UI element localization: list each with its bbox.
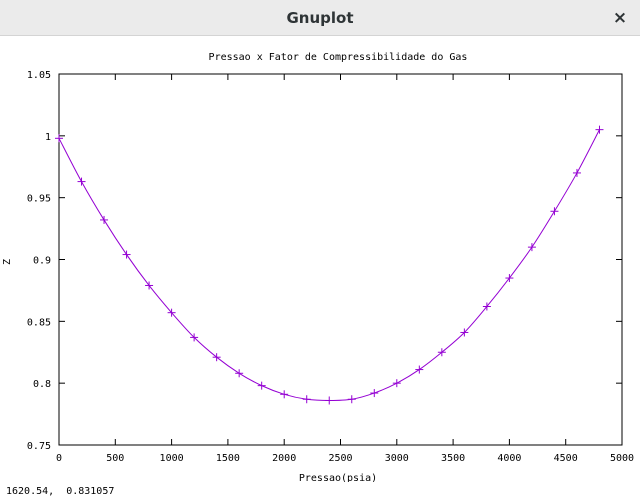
y-axis-label: Z xyxy=(2,259,13,265)
data-point-marker xyxy=(527,243,536,252)
x-tick-label: 1000 xyxy=(160,453,184,464)
data-point-marker xyxy=(437,348,446,357)
x-tick-label: 4500 xyxy=(554,453,578,464)
data-point-marker xyxy=(347,395,356,404)
x-tick-label: 2500 xyxy=(328,453,352,464)
x-tick-label: 2000 xyxy=(272,453,296,464)
data-point-marker xyxy=(325,396,334,405)
x-tick-label: 4000 xyxy=(497,453,521,464)
data-point-marker xyxy=(167,308,176,317)
x-tick-label: 3000 xyxy=(385,453,409,464)
coordinate-readout: 1620.54, 0.831057 xyxy=(6,486,115,497)
data-point-marker xyxy=(122,250,131,259)
close-button[interactable]: × xyxy=(612,8,628,28)
x-tick-label: 3500 xyxy=(441,453,465,464)
data-point-marker xyxy=(77,177,86,186)
x-axis-label: Pressao(psia) xyxy=(299,473,377,482)
y-tick-label: 1.05 xyxy=(27,70,51,81)
plot-area[interactable]: Pressao x Fator de Compressibilidade do … xyxy=(0,36,640,482)
data-point-marker xyxy=(595,125,604,134)
plot-frame xyxy=(58,73,623,446)
data-point-marker xyxy=(100,215,109,224)
chart-title: Pressao x Fator de Compressibilidade do … xyxy=(209,52,468,63)
y-tick-label: 0.9 xyxy=(33,256,51,267)
data-point-marker xyxy=(572,168,581,177)
data-point-marker xyxy=(415,365,424,374)
x-tick-label: 0 xyxy=(56,453,62,464)
title-bar[interactable]: Gnuplot × xyxy=(0,0,640,36)
y-tick-label: 0.85 xyxy=(27,317,51,328)
data-point-marker xyxy=(257,381,266,390)
series-markers xyxy=(55,125,604,405)
data-point-marker xyxy=(392,379,401,388)
y-tick-label: 0.95 xyxy=(27,194,51,205)
x-tick-label: 500 xyxy=(106,453,124,464)
x-tick-label: 5000 xyxy=(610,453,634,464)
data-point-marker xyxy=(482,302,491,311)
y-tick-label: 0.75 xyxy=(27,441,51,452)
axis-ticks: 0 500 1000 1500 2000 2500 3000 3500 4000 4500 5000… xyxy=(27,70,634,464)
y-tick-label: 0.8 xyxy=(33,379,51,390)
data-point-marker xyxy=(145,281,154,290)
data-point-marker xyxy=(505,274,514,283)
data-point-marker xyxy=(55,134,63,143)
y-tick-label: 1 xyxy=(45,132,51,143)
series-curve xyxy=(58,129,600,401)
data-point-marker xyxy=(302,395,311,404)
x-tick-label: 1500 xyxy=(216,453,240,464)
chart[interactable]: Pressao x Fator de Compressibilidade do … xyxy=(0,36,640,482)
data-point-marker xyxy=(212,353,221,362)
data-point-marker xyxy=(550,207,559,216)
data-point-marker xyxy=(235,369,244,378)
data-point-marker xyxy=(370,389,379,398)
data-point-marker xyxy=(280,390,289,399)
data-point-marker xyxy=(190,333,199,342)
data-point-marker xyxy=(460,328,469,337)
window-title: Gnuplot xyxy=(286,9,354,27)
